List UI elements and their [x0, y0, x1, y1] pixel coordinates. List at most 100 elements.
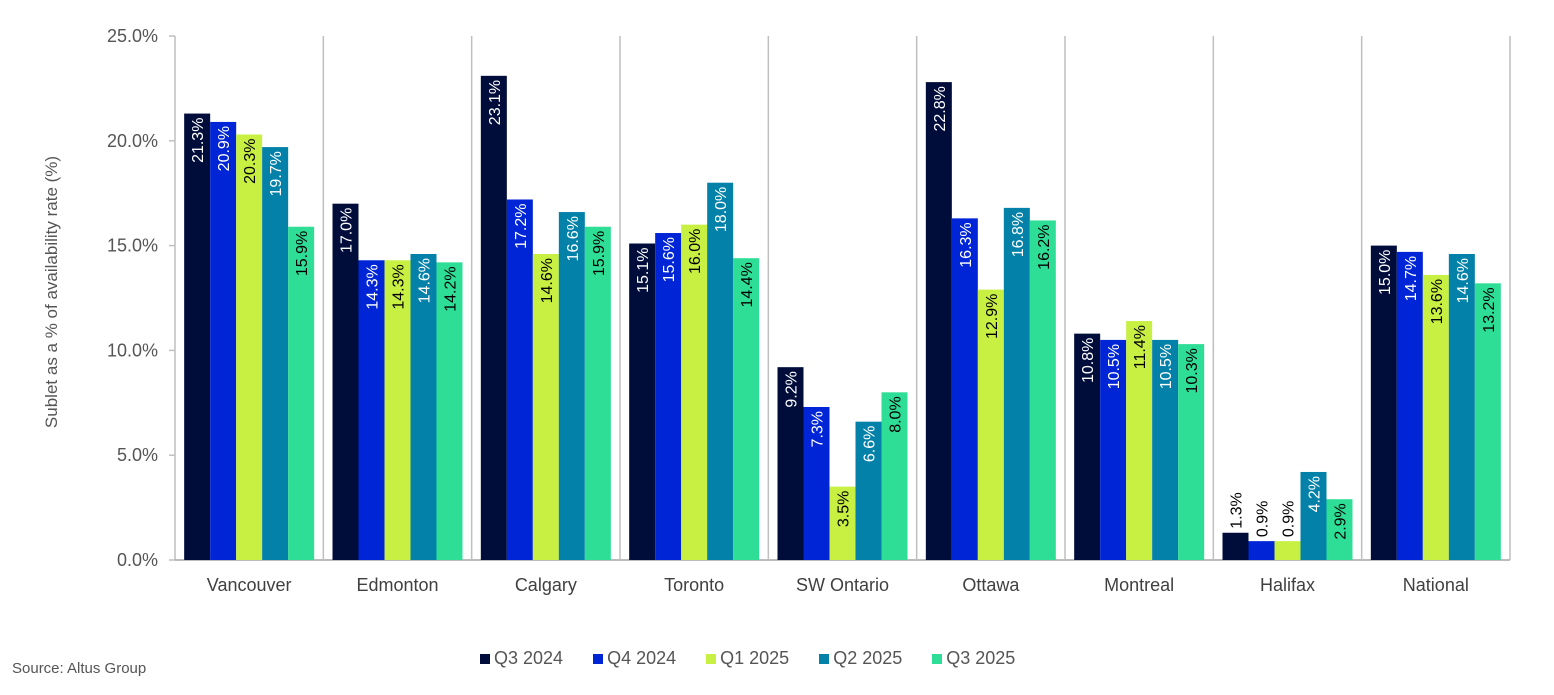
bar [655, 233, 682, 561]
data-label: 13.6% [1429, 279, 1446, 324]
legend-swatch [932, 653, 943, 664]
data-label: 12.9% [984, 294, 1001, 339]
data-label: 14.6% [1455, 258, 1472, 303]
bar [1100, 339, 1127, 560]
legend-label: Q3 2025 [946, 648, 1016, 668]
data-label: 16.0% [687, 229, 704, 274]
data-label: 22.8% [932, 86, 949, 131]
bar [707, 182, 734, 560]
bar [1074, 333, 1101, 560]
bar [210, 121, 237, 560]
bar-chart: 21.3% 20.9% 20.3% 19.7% 15.9% 17.0% 14.3% 14.3%… [42, 26, 1511, 595]
data-label: 10.3% [1184, 348, 1201, 393]
legend-swatch [706, 653, 717, 664]
bar [1222, 532, 1249, 560]
data-label: 3.5% [836, 491, 853, 527]
data-label: 15.1% [635, 248, 652, 293]
data-label: 14.4% [739, 262, 756, 307]
data-labels: 21.3% 20.9% 20.3% 19.7% 15.9% 17.0% 14.3% 14.3%… [190, 80, 1498, 540]
data-label: 16.3% [958, 222, 975, 267]
bar [332, 203, 359, 560]
bar [358, 260, 385, 560]
data-label: 15.9% [294, 231, 311, 276]
bar [855, 421, 882, 560]
y-tick-label: 25.0% [107, 26, 158, 46]
x-category-label: Vancouver [207, 575, 292, 595]
bar [288, 226, 315, 560]
bar [951, 218, 978, 561]
data-label: 9.2% [784, 371, 801, 407]
legend-swatch [480, 653, 490, 664]
data-label: 0.9% [1281, 501, 1298, 537]
bar [829, 486, 856, 560]
bar [1178, 344, 1205, 560]
bar [977, 289, 1004, 560]
data-label: 15.6% [661, 237, 678, 282]
x-category-label: Ottawa [962, 575, 1020, 595]
legend-swatch [819, 653, 830, 664]
data-label: 14.3% [391, 264, 408, 309]
y-tick-label: 15.0% [107, 236, 158, 256]
x-category-label: Toronto [664, 575, 724, 595]
bar [1126, 321, 1153, 560]
data-label: 21.3% [190, 118, 207, 163]
bar [584, 226, 611, 560]
bar [1396, 251, 1423, 560]
data-label: 19.7% [268, 151, 285, 196]
data-label: 1.3% [1229, 492, 1246, 528]
y-axis-ticks: 0.0% 5.0% 10.0% 15.0% 20.0% 25.0% [107, 26, 175, 570]
data-label: 8.0% [888, 396, 905, 432]
legend-item: Q2 2025 [819, 648, 902, 669]
legend-label: Q1 2025 [720, 648, 790, 668]
data-label: 17.0% [339, 208, 356, 253]
bar [1326, 499, 1353, 560]
data-label: 13.2% [1481, 287, 1498, 332]
bar [1422, 274, 1449, 560]
legend-item: Q3 2024 [480, 648, 563, 669]
data-label: 14.6% [417, 258, 434, 303]
bar [410, 253, 437, 560]
bar [1274, 541, 1301, 560]
bar [262, 147, 289, 560]
bar [777, 367, 804, 560]
legend-label: Q4 2024 [607, 648, 677, 668]
bar [506, 199, 533, 560]
bar [480, 75, 507, 560]
data-label: 11.4% [1132, 325, 1149, 369]
data-label: 16.2% [1036, 224, 1053, 269]
legend-swatch [593, 653, 604, 664]
bar [236, 134, 263, 560]
data-label: 7.3% [810, 411, 827, 447]
x-category-label: National [1403, 575, 1469, 595]
bar [184, 113, 211, 560]
x-category-label: Montreal [1104, 575, 1174, 595]
y-axis-label: Sublet as a % of availability rate (%) [42, 156, 61, 428]
x-category-label: SW Ontario [796, 575, 889, 595]
bar [881, 392, 908, 560]
data-label: 14.7% [1403, 256, 1420, 301]
source-note: Source: Altus Group [12, 660, 147, 677]
bar [1300, 471, 1327, 560]
x-category-label: Edmonton [356, 575, 438, 595]
legend-item: Q3 2025 [932, 648, 1015, 669]
data-label: 10.5% [1106, 344, 1123, 389]
y-tick-label: 20.0% [107, 131, 158, 151]
bar [436, 262, 463, 560]
legend-label: Q3 2024 [494, 648, 564, 668]
data-label: 4.2% [1307, 476, 1324, 512]
bar [1029, 220, 1056, 560]
bar [384, 260, 411, 560]
data-label: 0.9% [1255, 501, 1272, 537]
data-label: 14.3% [365, 264, 382, 309]
data-label: 14.2% [443, 266, 460, 311]
data-label: 15.9% [591, 231, 608, 276]
bar [1474, 283, 1501, 560]
bar [1448, 253, 1475, 560]
data-label: 16.6% [565, 216, 582, 261]
bar [1003, 207, 1030, 560]
data-label: 20.9% [216, 126, 233, 171]
bar [558, 212, 585, 560]
data-label: 18.0% [713, 187, 730, 232]
bar [803, 406, 830, 560]
legend-item: Q1 2025 [706, 648, 789, 669]
